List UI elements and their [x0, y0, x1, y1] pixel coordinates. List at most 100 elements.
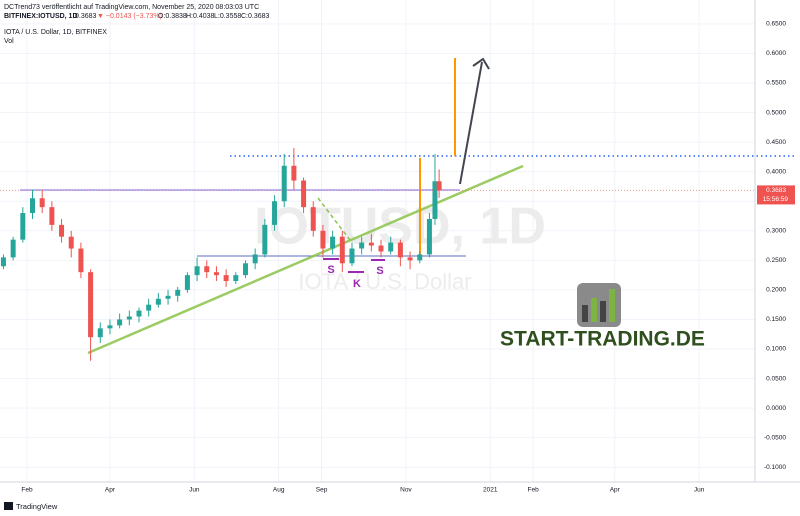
x-tick-label: Jun — [189, 487, 200, 494]
candle-body — [272, 201, 278, 225]
y-tick-label: 0.6000 — [766, 50, 786, 57]
logo-bar — [600, 301, 606, 322]
x-tick-label: Sep — [316, 487, 328, 494]
candle-body — [281, 165, 287, 202]
logo-bar — [582, 305, 588, 322]
candle-body — [39, 198, 45, 208]
brand: TradingView — [16, 502, 58, 511]
annotation-shoulder: S — [376, 265, 383, 277]
axes: -0.1000 -0.0500 0.0000 0.0500 0.1000 0.1500 0.… — [0, 0, 800, 494]
volume-label: Vol — [4, 38, 14, 45]
logo-text: START-TRADING.DE — [500, 328, 705, 351]
candle-body — [436, 181, 442, 191]
logo-bar — [591, 298, 597, 322]
grid — [0, 0, 755, 482]
candle-body — [49, 207, 55, 225]
brand-icon — [4, 502, 13, 510]
x-tick-label: Nov — [400, 487, 412, 494]
candle-body — [242, 263, 248, 276]
y-tick-label: 0.4500 — [766, 139, 786, 146]
candle-body — [155, 298, 161, 305]
ohlc-high: H:0.4038 — [186, 13, 215, 20]
candle-body — [68, 236, 74, 249]
dashed-line — [317, 197, 351, 241]
candle-body — [97, 328, 103, 338]
last-price-box — [757, 185, 795, 205]
y-tick-label: 0.1500 — [766, 316, 786, 323]
y-tick-label: 0.2500 — [766, 257, 786, 264]
candle-body — [88, 272, 94, 338]
candle-body — [252, 254, 258, 264]
y-tick-label: -0.0500 — [764, 434, 786, 441]
ohlc-open: O:0.3838 — [158, 13, 187, 20]
y-tick-label: -0.1000 — [764, 464, 786, 471]
candle-body — [388, 242, 394, 252]
candle-body — [397, 242, 403, 258]
candle-body — [291, 165, 297, 181]
publisher: DCTrend73 veröffentlicht auf TradingView… — [4, 4, 259, 11]
candle-body — [30, 198, 36, 214]
candle-body — [359, 242, 365, 249]
candle-body — [107, 325, 113, 329]
x-tick-label: Feb — [21, 487, 33, 494]
x-tick-label: Apr — [610, 487, 621, 494]
candle-body — [146, 304, 152, 311]
ohlc-low: L:0.3558 — [214, 13, 241, 20]
candle-body — [262, 224, 268, 255]
y-tick-label: 0.0000 — [766, 405, 786, 412]
candle-body — [10, 239, 16, 258]
countdown: 15:56:59 — [763, 196, 789, 203]
change: ▼ −0.0143 (−3.73%) — [97, 13, 162, 20]
candle-body — [233, 275, 239, 282]
candle-body — [78, 248, 84, 273]
candle-body — [330, 236, 336, 249]
logo-bar — [609, 289, 615, 322]
ohlc-close: C:0.3683 — [241, 13, 270, 20]
candle-body — [165, 295, 171, 299]
annotation-head: K — [353, 278, 361, 290]
candles — [0, 148, 442, 361]
candle-body — [432, 181, 438, 219]
x-tick-label: Aug — [273, 487, 285, 494]
candle-body — [136, 310, 142, 317]
candle-body — [417, 254, 423, 261]
last-value: 0.3683 — [75, 13, 97, 20]
candle-body — [0, 257, 6, 267]
candle-body — [368, 242, 374, 246]
candle-body — [339, 236, 345, 264]
instrument: IOTA / U.S. Dollar, 1D, BITFINEX — [4, 29, 107, 36]
y-tick-label: 0.5000 — [766, 109, 786, 116]
y-tick-label: 0.6500 — [766, 21, 786, 28]
x-tick-label: Feb — [528, 487, 540, 494]
last-price-label: 0.3683 — [766, 187, 786, 194]
candle-body — [426, 218, 432, 255]
trendline — [87, 164, 524, 355]
candle-body — [204, 266, 210, 273]
y-tick-label: 0.3000 — [766, 228, 786, 235]
symbol: BITFINEX:IOTUSD, 1D — [4, 13, 78, 20]
arrow — [459, 61, 483, 185]
candle-body — [407, 257, 413, 261]
candle-body — [223, 275, 229, 282]
watermark-name: IOTA / U.S. Dollar — [298, 269, 471, 294]
candle-body — [184, 275, 190, 290]
x-tick-label: Jun — [694, 487, 705, 494]
y-tick-label: 0.5500 — [766, 80, 786, 87]
candle-body — [301, 180, 307, 208]
candle-body — [175, 289, 181, 296]
y-tick-label: 0.0500 — [766, 375, 786, 382]
candle-body — [20, 213, 26, 240]
candle-body — [349, 248, 355, 264]
arrow-head — [472, 57, 490, 70]
candle-body — [213, 272, 219, 276]
candle-body — [126, 316, 132, 320]
annotation-shoulder: S — [327, 264, 334, 276]
candle-body — [320, 230, 326, 249]
x-tick-label: Apr — [105, 487, 116, 494]
x-tick-label: 2021 — [483, 487, 498, 494]
candle-body — [59, 224, 65, 237]
candle-body — [194, 266, 200, 276]
candle-body — [117, 319, 123, 326]
candle-body — [378, 245, 384, 252]
